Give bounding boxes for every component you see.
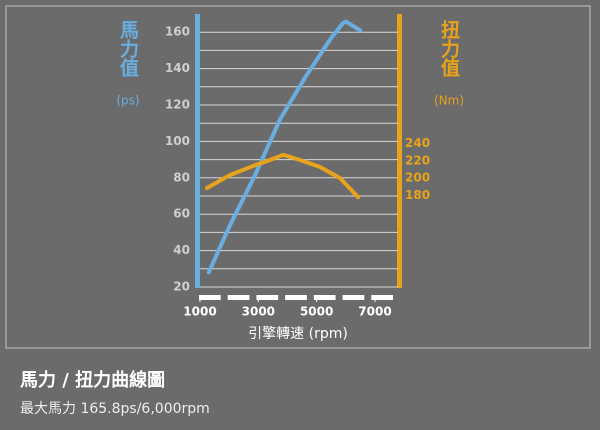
y2-axis-label: 扭力值 xyxy=(438,19,460,77)
y-axis-bar xyxy=(195,14,200,288)
x-tick-label: 7000 xyxy=(358,305,391,319)
y2-tick-label: 220 xyxy=(405,153,430,167)
x-tick-label: 5000 xyxy=(300,305,333,319)
y2-tick-label: 180 xyxy=(405,188,430,202)
x-axis-dash xyxy=(313,295,336,300)
y2-axis-bar xyxy=(397,14,402,288)
caption-line: 最大馬力 165.8ps/6,000rpm xyxy=(20,401,210,417)
chart-frame xyxy=(5,5,591,349)
series-line xyxy=(205,152,361,200)
y-tick-label: 100 xyxy=(165,134,190,148)
y-axis-unit: (ps) xyxy=(116,94,139,108)
x-axis-dash xyxy=(256,295,279,300)
y2-tick-label: 200 xyxy=(405,171,430,185)
x-axis-dash xyxy=(227,295,250,300)
series-line xyxy=(206,19,363,275)
chart: 馬力值 (ps) 扭力值 (Nm) 引擎轉速 (rpm) 20 40 60 80 100… xyxy=(5,5,591,349)
x-axis-dash xyxy=(371,295,393,300)
x-tick-label: 3000 xyxy=(242,305,275,319)
y-tick-label: 60 xyxy=(173,207,190,221)
y-tick-label: 140 xyxy=(165,61,190,75)
x-tick-label: 1000 xyxy=(183,305,216,319)
y-tick-label: 40 xyxy=(173,243,190,257)
caption-title: 馬力 / 扭力曲線圖 xyxy=(20,370,166,391)
x-axis-label: 引擎轉速 (rpm) xyxy=(248,326,348,342)
y2-axis-unit: (Nm) xyxy=(434,94,464,108)
y-tick-label: 160 xyxy=(165,25,190,39)
x-axis-dash xyxy=(199,295,221,300)
x-axis-dash xyxy=(285,295,307,300)
y-tick-label: 120 xyxy=(165,98,190,112)
y2-tick-label: 240 xyxy=(405,136,430,150)
y-axis-label: 馬力值 xyxy=(117,20,139,77)
y-tick-label: 80 xyxy=(173,170,190,184)
y-tick-label: 20 xyxy=(173,280,190,294)
x-axis-dash xyxy=(342,295,365,300)
